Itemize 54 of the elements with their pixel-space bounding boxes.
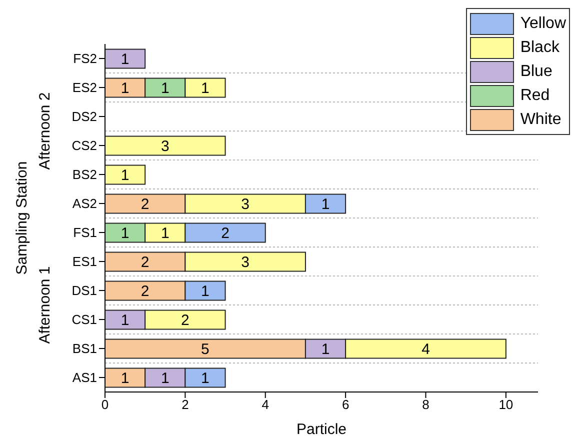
data-label: 1 — [160, 370, 170, 388]
data-label: 3 — [241, 254, 250, 272]
bar — [105, 136, 226, 156]
legend-label: Yellow — [520, 15, 566, 33]
data-label: 2 — [181, 312, 190, 330]
y-tick-label: AS2 — [72, 196, 97, 212]
y-tick-label: DS1 — [72, 283, 97, 298]
data-label: 1 — [120, 225, 130, 242]
data-label: 5 — [201, 341, 210, 358]
y-tick-label: FS2 — [73, 51, 97, 66]
x-tick-label: 4 — [262, 397, 269, 412]
data-label: 3 — [241, 196, 250, 214]
y-tick-label: ES1 — [72, 254, 97, 270]
x-tick-label: 0 — [101, 397, 109, 412]
text: Afternoon 2 — [36, 92, 54, 170]
bar — [105, 164, 146, 185]
data-label: 1 — [120, 51, 130, 68]
data-label: 1 — [321, 341, 330, 358]
legend-label: Blue — [520, 63, 552, 81]
data-label: 1 — [120, 370, 130, 388]
y-tick-label: AS1 — [72, 370, 97, 386]
data-label: 1 — [160, 80, 170, 98]
legend-label: Red — [520, 87, 550, 105]
legend-label: Black — [520, 39, 560, 57]
y-tick-label: DS2 — [72, 109, 97, 124]
y-axis-title: Sampling Station — [14, 161, 30, 275]
y-tick-label: FS1 — [73, 225, 97, 240]
y-tick-label: BS1 — [72, 341, 97, 356]
y-tick-label: CS1 — [72, 312, 97, 328]
x-tick-label: 8 — [422, 397, 430, 412]
data-label: 3 — [160, 138, 170, 156]
data-label: 1 — [321, 196, 330, 214]
bar — [105, 48, 146, 69]
data-label: 1 — [120, 312, 130, 330]
y-tick-label: BS2 — [72, 167, 97, 182]
text: Afternoon 1 — [36, 266, 54, 344]
data-label: 1 — [120, 167, 130, 184]
x-axis-title: Particle — [296, 421, 347, 438]
x-tick-label: 2 — [182, 397, 189, 412]
x-tick-label: 10 — [498, 397, 514, 412]
data-label: 1 — [201, 370, 210, 388]
data-label: 4 — [422, 341, 430, 358]
data-label: 2 — [140, 283, 150, 300]
data-label: 2 — [221, 225, 230, 242]
data-label: 2 — [140, 196, 150, 214]
y-tick-label: CS2 — [72, 138, 97, 154]
y-tick-label: ES2 — [72, 80, 97, 96]
data-label: 1 — [201, 80, 210, 98]
x-tick-label: 6 — [342, 397, 350, 412]
data-label: 2 — [140, 254, 150, 272]
data-label: 1 — [120, 80, 130, 98]
legend-label: White — [520, 111, 562, 129]
data-label: 1 — [201, 283, 210, 300]
data-label: 1 — [160, 225, 170, 242]
